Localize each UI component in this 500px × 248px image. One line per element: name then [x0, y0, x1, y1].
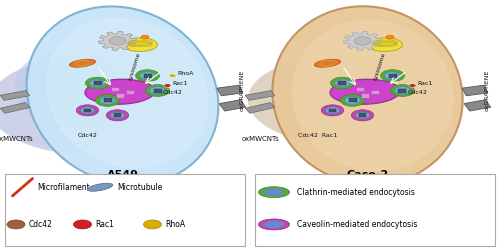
Polygon shape — [344, 31, 382, 50]
Text: Rac1: Rac1 — [96, 220, 114, 229]
FancyBboxPatch shape — [255, 174, 495, 246]
Bar — [388, 74, 396, 78]
Ellipse shape — [264, 221, 284, 228]
Text: Cdc42: Cdc42 — [408, 91, 428, 95]
Bar — [94, 81, 102, 85]
Circle shape — [109, 37, 126, 45]
Text: A549: A549 — [106, 170, 138, 180]
Bar — [338, 81, 346, 85]
Ellipse shape — [0, 56, 187, 155]
Circle shape — [380, 70, 404, 82]
Text: oxMWCNTs: oxMWCNTs — [241, 136, 279, 142]
Bar — [154, 89, 162, 93]
Bar — [0, 91, 30, 100]
Circle shape — [390, 85, 414, 96]
Circle shape — [96, 94, 120, 106]
Bar — [84, 109, 91, 112]
Circle shape — [80, 107, 95, 114]
Ellipse shape — [70, 59, 96, 67]
Circle shape — [355, 112, 370, 119]
Text: Clathrin-mediated endocytosis: Clathrin-mediated endocytosis — [296, 188, 414, 197]
Circle shape — [141, 35, 149, 39]
Text: Rac1: Rac1 — [418, 81, 433, 86]
Circle shape — [354, 37, 371, 45]
Circle shape — [325, 107, 340, 114]
Text: Lysosome: Lysosome — [128, 51, 141, 81]
Ellipse shape — [248, 56, 438, 145]
Text: RhoA: RhoA — [166, 220, 186, 229]
Ellipse shape — [272, 6, 462, 185]
Circle shape — [76, 105, 99, 116]
Ellipse shape — [314, 59, 340, 67]
Text: Cdc42: Cdc42 — [162, 91, 182, 95]
Bar — [348, 98, 356, 102]
Circle shape — [164, 84, 171, 87]
Circle shape — [386, 35, 394, 39]
Circle shape — [340, 94, 364, 106]
Bar — [144, 74, 152, 78]
Text: Microfilament: Microfilament — [38, 183, 90, 192]
Ellipse shape — [330, 79, 400, 104]
Text: RhoA: RhoA — [178, 71, 194, 76]
Ellipse shape — [26, 6, 218, 185]
Circle shape — [409, 84, 416, 87]
Circle shape — [136, 70, 160, 82]
Ellipse shape — [258, 219, 290, 230]
Circle shape — [394, 87, 410, 94]
Circle shape — [106, 110, 129, 121]
Bar — [245, 91, 275, 100]
Circle shape — [330, 77, 354, 89]
Circle shape — [144, 220, 162, 229]
Circle shape — [321, 105, 344, 116]
Circle shape — [140, 72, 156, 80]
Text: Caco-2: Caco-2 — [346, 170, 389, 180]
Circle shape — [74, 220, 92, 229]
Bar — [104, 98, 112, 102]
Text: oxGRAPHENE: oxGRAPHENE — [240, 70, 245, 111]
Ellipse shape — [88, 183, 112, 191]
Circle shape — [150, 87, 166, 94]
Bar — [0, 102, 30, 113]
Circle shape — [86, 77, 110, 89]
Circle shape — [169, 74, 176, 77]
Bar — [329, 109, 336, 112]
Circle shape — [90, 79, 106, 87]
Bar — [114, 113, 121, 117]
Text: Cdc42  Rac1: Cdc42 Rac1 — [298, 133, 337, 138]
Text: oxGRAPHENE: oxGRAPHENE — [485, 70, 490, 111]
Text: Cdc42: Cdc42 — [29, 220, 53, 229]
Ellipse shape — [292, 20, 454, 171]
Circle shape — [344, 96, 360, 104]
Text: Lysosome: Lysosome — [372, 51, 386, 81]
Bar — [464, 100, 491, 111]
Text: Rac1: Rac1 — [172, 81, 188, 86]
Bar — [219, 100, 246, 111]
Text: Cdc42: Cdc42 — [78, 133, 98, 138]
Ellipse shape — [85, 79, 155, 104]
Circle shape — [384, 72, 400, 80]
Circle shape — [110, 112, 125, 119]
Circle shape — [7, 220, 25, 229]
Circle shape — [351, 110, 374, 121]
Ellipse shape — [14, 51, 130, 130]
Bar — [245, 102, 275, 113]
Text: Caveolin-mediated endocytosis: Caveolin-mediated endocytosis — [296, 220, 417, 229]
Bar — [398, 89, 406, 93]
Bar — [462, 85, 488, 96]
Polygon shape — [98, 31, 136, 50]
Bar — [359, 113, 366, 117]
Circle shape — [146, 85, 170, 96]
Circle shape — [334, 79, 350, 87]
Ellipse shape — [258, 187, 290, 198]
Ellipse shape — [264, 188, 284, 196]
Ellipse shape — [368, 38, 402, 52]
Text: Microtubule: Microtubule — [118, 183, 163, 192]
Text: oxMWCNTs: oxMWCNTs — [0, 136, 34, 142]
Ellipse shape — [122, 38, 158, 52]
Circle shape — [100, 96, 116, 104]
Bar — [217, 85, 243, 96]
FancyBboxPatch shape — [5, 174, 245, 246]
Ellipse shape — [46, 17, 209, 169]
